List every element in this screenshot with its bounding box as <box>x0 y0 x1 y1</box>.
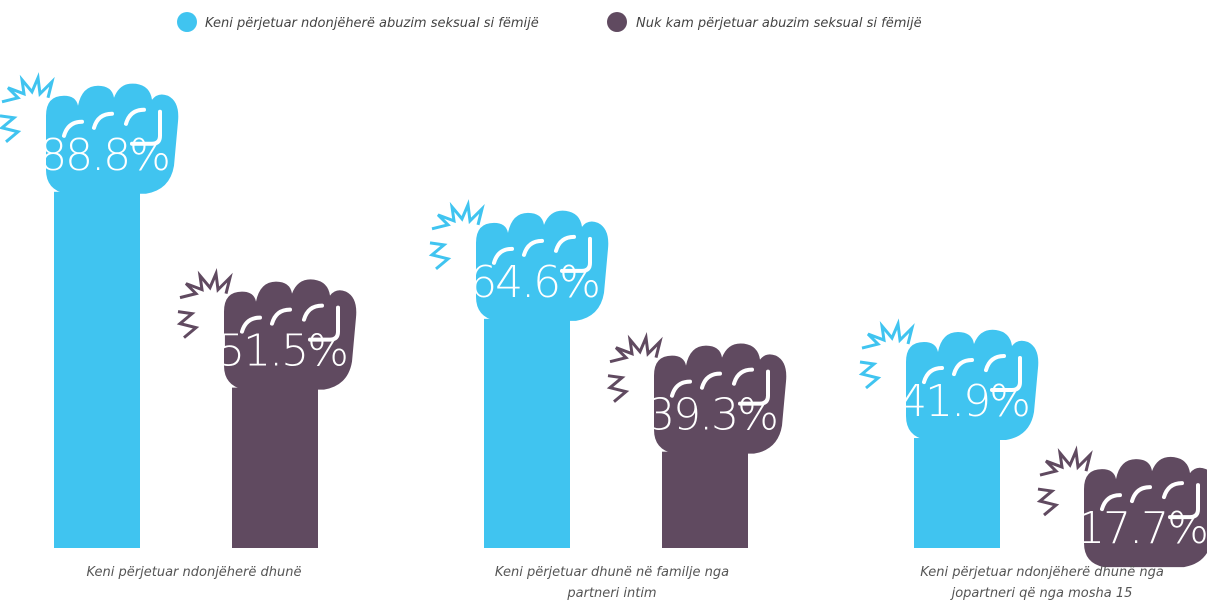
impact-burst-icon <box>1039 445 1093 477</box>
category-labels: Keni përjetuar ndonjëherë dhunë Keni përj… <box>86 565 1163 600</box>
impact-burst-icon <box>176 310 200 339</box>
impact-burst-icon <box>179 267 233 300</box>
category-label-3: Keni përjetuar ndonjëherë dhunë nga <box>920 565 1164 580</box>
bar-arm <box>232 387 318 548</box>
impact-burst-icon <box>0 114 22 143</box>
impact-burst-icon <box>1 72 55 104</box>
knuckle-line <box>302 303 324 322</box>
impact-burst-icon <box>861 318 915 350</box>
impact-burst-icon <box>428 241 452 271</box>
impact-burst-icon <box>606 374 630 403</box>
knuckle-line <box>124 107 146 126</box>
bar-arm <box>54 191 140 549</box>
legend: Keni përjetuar ndonjëherë abuzim seksual… <box>177 12 922 32</box>
bar-abused-3[interactable]: 41.9% <box>858 318 1039 548</box>
value-label: 41.9% <box>899 376 1029 427</box>
legend-swatch-not-abused <box>607 12 627 32</box>
knuckle-line <box>1130 485 1152 504</box>
knuckle-line <box>554 234 576 253</box>
impact-burst-icon <box>1036 487 1060 517</box>
category-label-2: partneri intim <box>566 586 656 600</box>
knuckle-line <box>492 246 514 265</box>
value-label: 51.5% <box>217 326 347 377</box>
knuckle-line <box>1162 481 1184 500</box>
legend-label-not-abused: Nuk kam përjetuar abuzim seksual si fëmi… <box>636 16 922 31</box>
value-label: 64.6% <box>469 257 599 308</box>
knuckle-line <box>1168 483 1200 520</box>
impact-burst-icon <box>858 360 882 390</box>
knuckle-line <box>308 305 340 342</box>
knuckle-line <box>984 354 1006 373</box>
knuckle-line <box>522 238 544 257</box>
knuckle-line <box>670 379 692 398</box>
knuckle-line <box>922 366 944 385</box>
legend-entry-not-abused[interactable]: Nuk kam përjetuar abuzim seksual si fëmi… <box>607 12 922 32</box>
value-label: 39.3% <box>647 390 777 441</box>
knuckle-line <box>92 111 114 130</box>
knuckle-line <box>560 236 592 273</box>
bars-layer: 88.8% 64.6% 41.9% 51.5% 39.3% 17.7% <box>0 72 1207 568</box>
bar-abused-2[interactable]: 64.6% <box>428 199 609 548</box>
bar-arm <box>914 438 1000 548</box>
bar-arm <box>484 318 570 548</box>
legend-entry-abused[interactable]: Keni përjetuar ndonjëherë abuzim seksual… <box>177 12 539 32</box>
legend-swatch-abused <box>177 12 197 32</box>
impact-burst-icon <box>431 199 485 231</box>
knuckle-line <box>738 369 770 406</box>
knuckle-line <box>700 371 722 390</box>
category-label-3: jopartneri që nga mosha 15 <box>950 586 1133 600</box>
bar-abused-1[interactable]: 88.8% <box>0 72 179 549</box>
knuckle-line <box>952 358 974 377</box>
knuckle-line <box>240 315 262 334</box>
knuckle-line <box>1100 493 1122 512</box>
category-label-1: Keni përjetuar ndonjëherë dhunë <box>86 565 301 580</box>
knuckle-line <box>270 307 292 326</box>
bar-not-abused-2[interactable]: 39.3% <box>606 331 787 548</box>
knuckle-line <box>130 109 162 146</box>
knuckle-line <box>732 367 754 386</box>
impact-burst-icon <box>609 331 663 364</box>
bar-arm <box>662 451 748 548</box>
knuckle-line <box>990 356 1022 393</box>
value-label: 17.7% <box>1077 503 1207 554</box>
bar-not-abused-1[interactable]: 51.5% <box>176 267 357 548</box>
category-label-2: Keni përjetuar dhunë në familje nga <box>495 565 729 580</box>
legend-label-abused: Keni përjetuar ndonjëherë abuzim seksual… <box>205 16 539 31</box>
value-label: 88.8% <box>39 130 169 181</box>
bar-not-abused-3[interactable]: 17.7% <box>1036 445 1207 568</box>
knuckle-line <box>62 119 84 138</box>
